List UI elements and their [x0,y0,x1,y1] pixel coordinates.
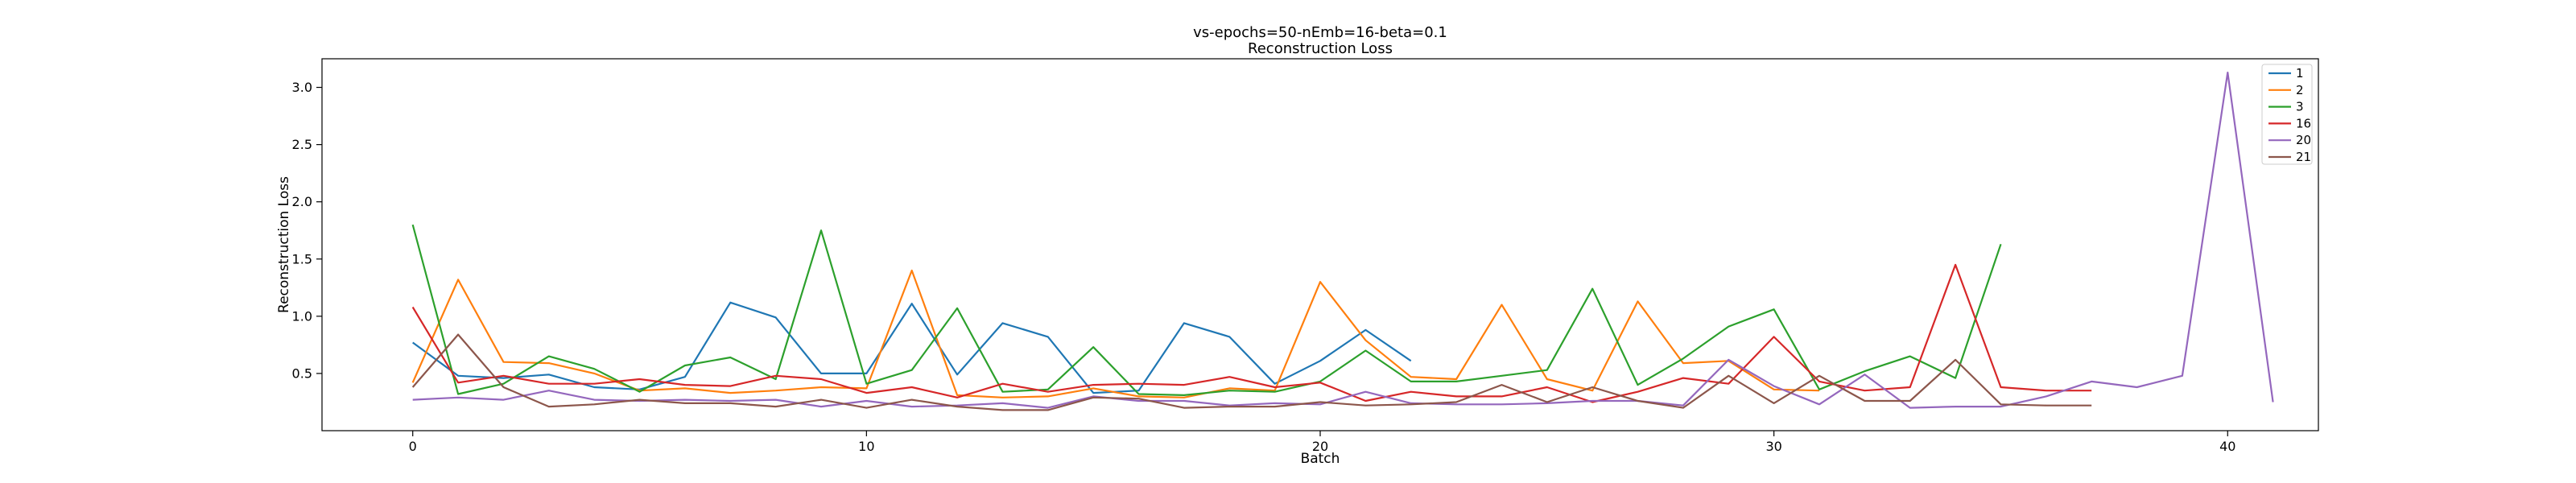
x-axis-label: Batch [1301,451,1340,467]
legend-label-1: 1 [2296,66,2304,80]
x-tick-label: 40 [2219,439,2235,454]
chart-subtitle: Reconstruction Loss [1248,40,1393,57]
chart-title: vs-epochs=50-nEmb=16-beta=0.1 [1193,24,1447,41]
series-line-16 [411,263,2092,403]
x-tick-label: 0 [409,439,417,454]
series-line-3 [411,224,2002,396]
y-tick-label: 3.0 [292,80,312,95]
x-axis: 0 10 20 30 40 [409,431,2235,454]
legend-label-2: 2 [2296,83,2304,97]
y-tick-label: 2.5 [292,137,312,152]
y-tick-label: 2.0 [292,194,312,209]
series-line-2 [411,269,1820,398]
series-line-21 [411,333,2092,411]
y-axis: 0.5 1.0 1.5 2.0 2.5 3.0 [292,80,322,381]
x-tick-label: 20 [1312,439,1328,454]
y-tick-label: 0.5 [292,365,312,381]
legend-label-21: 21 [2296,150,2311,164]
x-tick-label: 30 [1765,439,1781,454]
plot-frame [321,58,2319,431]
y-tick-label: 1.5 [292,251,312,266]
series-line-1 [412,301,1412,394]
y-axis-label: Reconstruction Loss [276,176,292,313]
y-tick-label: 1.0 [292,308,312,324]
legend-label-16: 16 [2296,116,2311,130]
x-tick-label: 10 [858,439,874,454]
legend-label-20: 20 [2296,133,2311,147]
series-line-20 [412,71,2274,409]
legend-label-3: 3 [2296,100,2304,114]
plot-lines [411,71,2274,411]
legend: 1 2 3 16 20 21 [2261,64,2313,165]
